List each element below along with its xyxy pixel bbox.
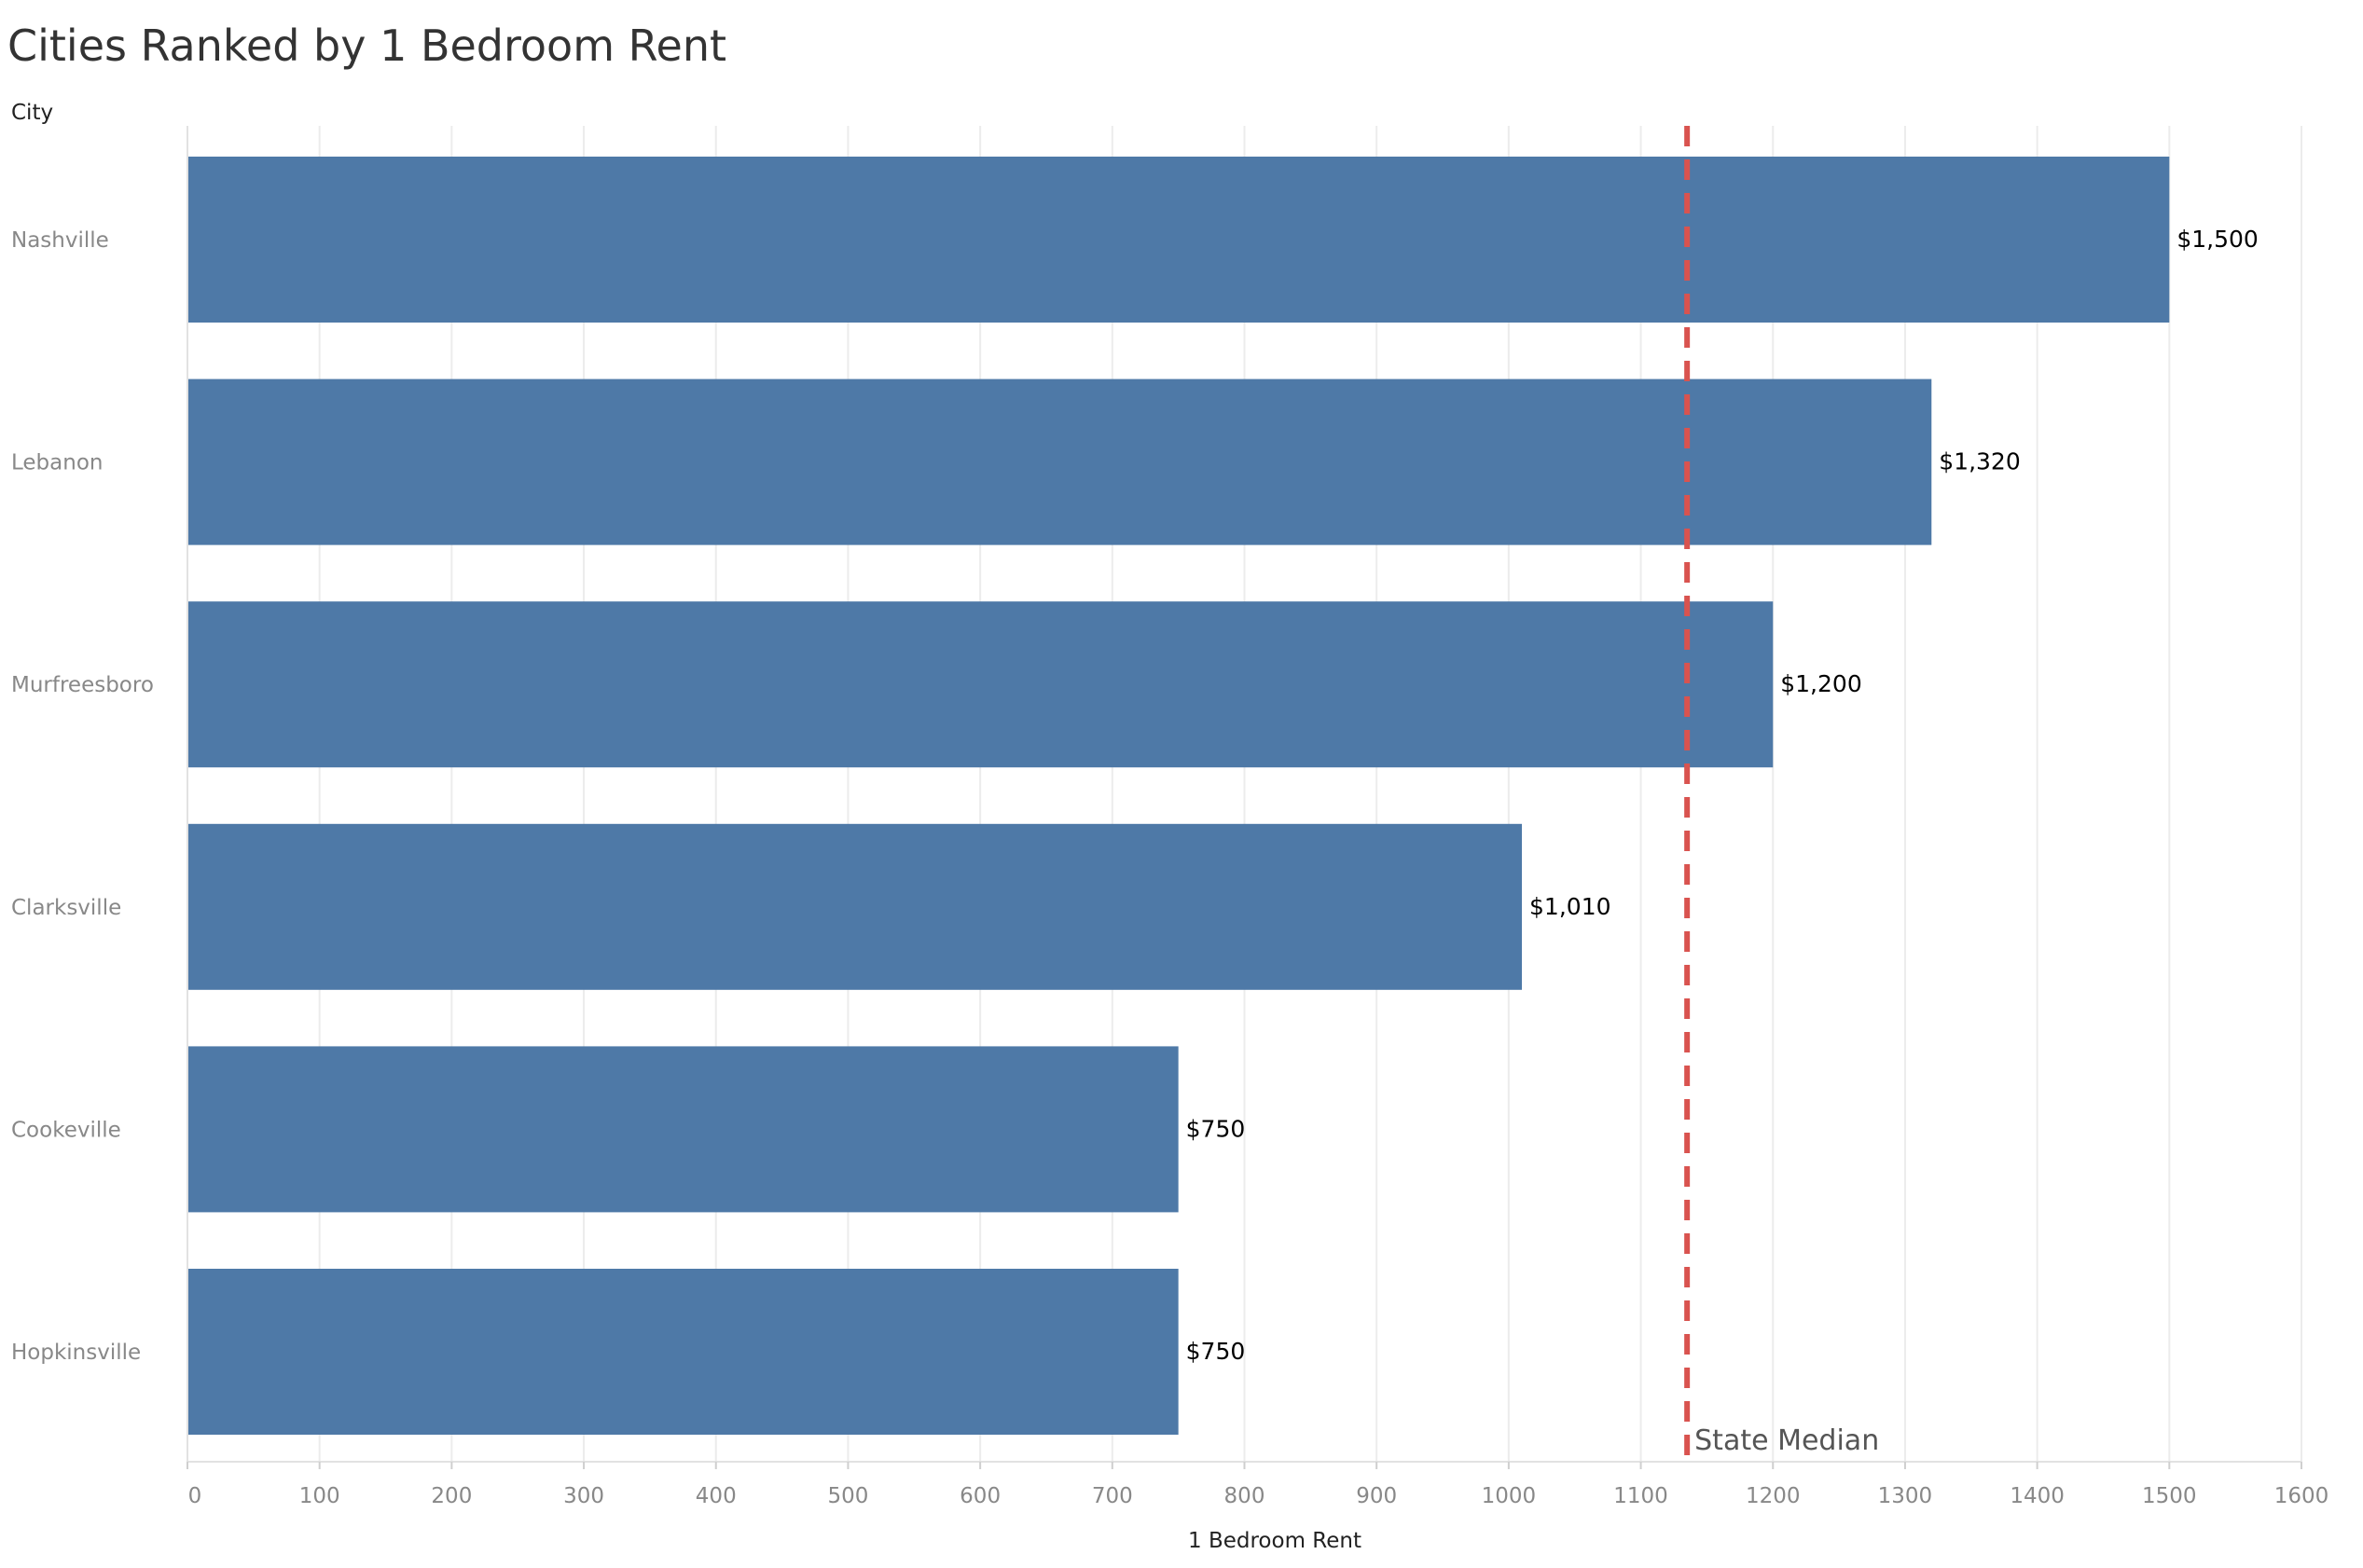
bar-lebanon[interactable] xyxy=(187,378,1932,545)
category-label: Hopkinsville xyxy=(11,1341,141,1365)
x-tick-label: 700 xyxy=(1092,1484,1133,1508)
x-tick-label: 0 xyxy=(188,1484,202,1508)
x-tick-label: 200 xyxy=(431,1484,472,1508)
bars xyxy=(187,157,2170,1435)
x-tick-label: 900 xyxy=(1356,1484,1397,1508)
x-tick-label: 1500 xyxy=(2142,1484,2197,1508)
bar-hopkinsville[interactable] xyxy=(187,1269,1179,1435)
reference-line-label: State Median xyxy=(1694,1424,1879,1457)
data-label: $1,010 xyxy=(1529,893,1610,920)
gridlines xyxy=(318,126,2302,1462)
data-label: $750 xyxy=(1186,1115,1246,1142)
category-label: Clarksville xyxy=(11,896,121,920)
x-tick-label: 100 xyxy=(299,1484,340,1508)
x-tick-label: 500 xyxy=(827,1484,868,1508)
axes: 0 100 200 300 400 500 600 700 800 900 1000 1100 1200… xyxy=(187,126,2328,1508)
x-axis-title: 1 Bedroom Rent xyxy=(1188,1529,1361,1553)
data-label: $1,500 xyxy=(2176,226,2258,253)
data-label: $1,200 xyxy=(1780,670,1861,697)
x-tick-label: 400 xyxy=(696,1484,737,1508)
bar-clarksville[interactable] xyxy=(187,823,1523,990)
x-tick-label: 300 xyxy=(563,1484,604,1508)
category-label: Murfreesboro xyxy=(11,673,154,697)
text-layer: Cities Ranked by 1 Bedroom Rent City 1 B… xyxy=(7,21,2259,1553)
data-label: $1,320 xyxy=(1939,448,2020,475)
bar-nashville[interactable] xyxy=(187,157,2170,323)
category-label: Lebanon xyxy=(11,451,103,475)
x-tick-label: 1400 xyxy=(2010,1484,2065,1508)
bar-murfreesboro[interactable] xyxy=(187,601,1774,768)
bar-cookeville[interactable] xyxy=(187,1046,1179,1213)
chart-title: Cities Ranked by 1 Bedroom Rent xyxy=(7,21,726,71)
x-tick-label: 1200 xyxy=(1746,1484,1801,1508)
x-tick-label: 1000 xyxy=(1482,1484,1537,1508)
x-tick-label: 1600 xyxy=(2274,1484,2329,1508)
category-label: Cookeville xyxy=(11,1118,121,1142)
x-tick-label: 600 xyxy=(960,1484,1001,1508)
category-label: Nashville xyxy=(11,228,109,253)
y-axis-title: City xyxy=(11,101,53,125)
data-label: $750 xyxy=(1186,1338,1246,1365)
x-tick-label: 1100 xyxy=(1613,1484,1668,1508)
reference-line-group: State Median xyxy=(1684,126,1879,1462)
x-tick-label: 1300 xyxy=(1878,1484,1933,1508)
x-tick-label: 800 xyxy=(1224,1484,1265,1508)
